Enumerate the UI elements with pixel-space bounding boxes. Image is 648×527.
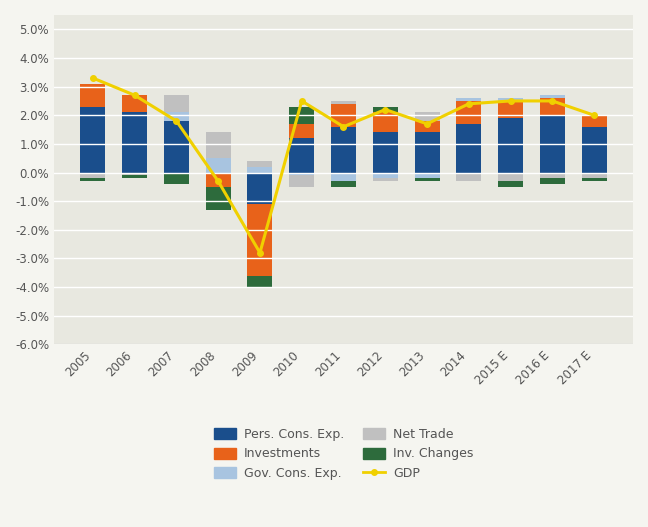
Bar [456, 172, 481, 181]
Bar [540, 172, 565, 178]
Bar [540, 115, 565, 172]
Bar [164, 95, 189, 112]
Bar [415, 112, 439, 121]
Bar [498, 118, 523, 172]
Bar [205, 158, 231, 172]
Bar [582, 172, 607, 178]
Bar [415, 178, 439, 181]
Bar [248, 204, 272, 276]
Bar [164, 121, 189, 172]
Legend: Pers. Cons. Exp., Investments, Gov. Cons. Exp., Net Trade, Inv. Changes, GDP: Pers. Cons. Exp., Investments, Gov. Cons… [209, 423, 478, 485]
Bar [122, 112, 147, 172]
Bar [205, 172, 231, 187]
Bar [498, 181, 523, 187]
Bar [415, 132, 439, 172]
Bar [582, 115, 607, 126]
Bar [373, 106, 398, 112]
Bar [540, 178, 565, 184]
Bar [415, 172, 439, 178]
Bar [331, 101, 356, 104]
Bar [122, 175, 147, 178]
Bar [122, 172, 147, 175]
Bar [80, 106, 106, 172]
Bar [456, 98, 481, 101]
Bar [331, 181, 356, 187]
Bar [456, 101, 481, 124]
Bar [289, 172, 314, 175]
Bar [582, 126, 607, 172]
Bar [373, 112, 398, 132]
Bar [80, 172, 106, 178]
Bar [331, 104, 356, 126]
Bar [80, 178, 106, 181]
Bar [248, 161, 272, 167]
Bar [164, 172, 189, 184]
Bar [331, 172, 356, 181]
Bar [205, 132, 231, 158]
Bar [289, 106, 314, 124]
Bar [205, 187, 231, 210]
Bar [248, 167, 272, 172]
Bar [373, 178, 398, 181]
Bar [122, 95, 147, 112]
Bar [498, 101, 523, 118]
Bar [289, 124, 314, 138]
Bar [289, 175, 314, 187]
Bar [331, 126, 356, 172]
Bar [540, 98, 565, 115]
Bar [498, 98, 523, 101]
Bar [498, 172, 523, 181]
Bar [540, 95, 565, 98]
Bar [582, 178, 607, 181]
Bar [80, 84, 106, 106]
Bar [415, 121, 439, 132]
Bar [164, 112, 189, 121]
Bar [373, 172, 398, 178]
Bar [456, 124, 481, 172]
Bar [373, 132, 398, 172]
Bar [289, 138, 314, 172]
Bar [248, 172, 272, 204]
Bar [248, 276, 272, 287]
